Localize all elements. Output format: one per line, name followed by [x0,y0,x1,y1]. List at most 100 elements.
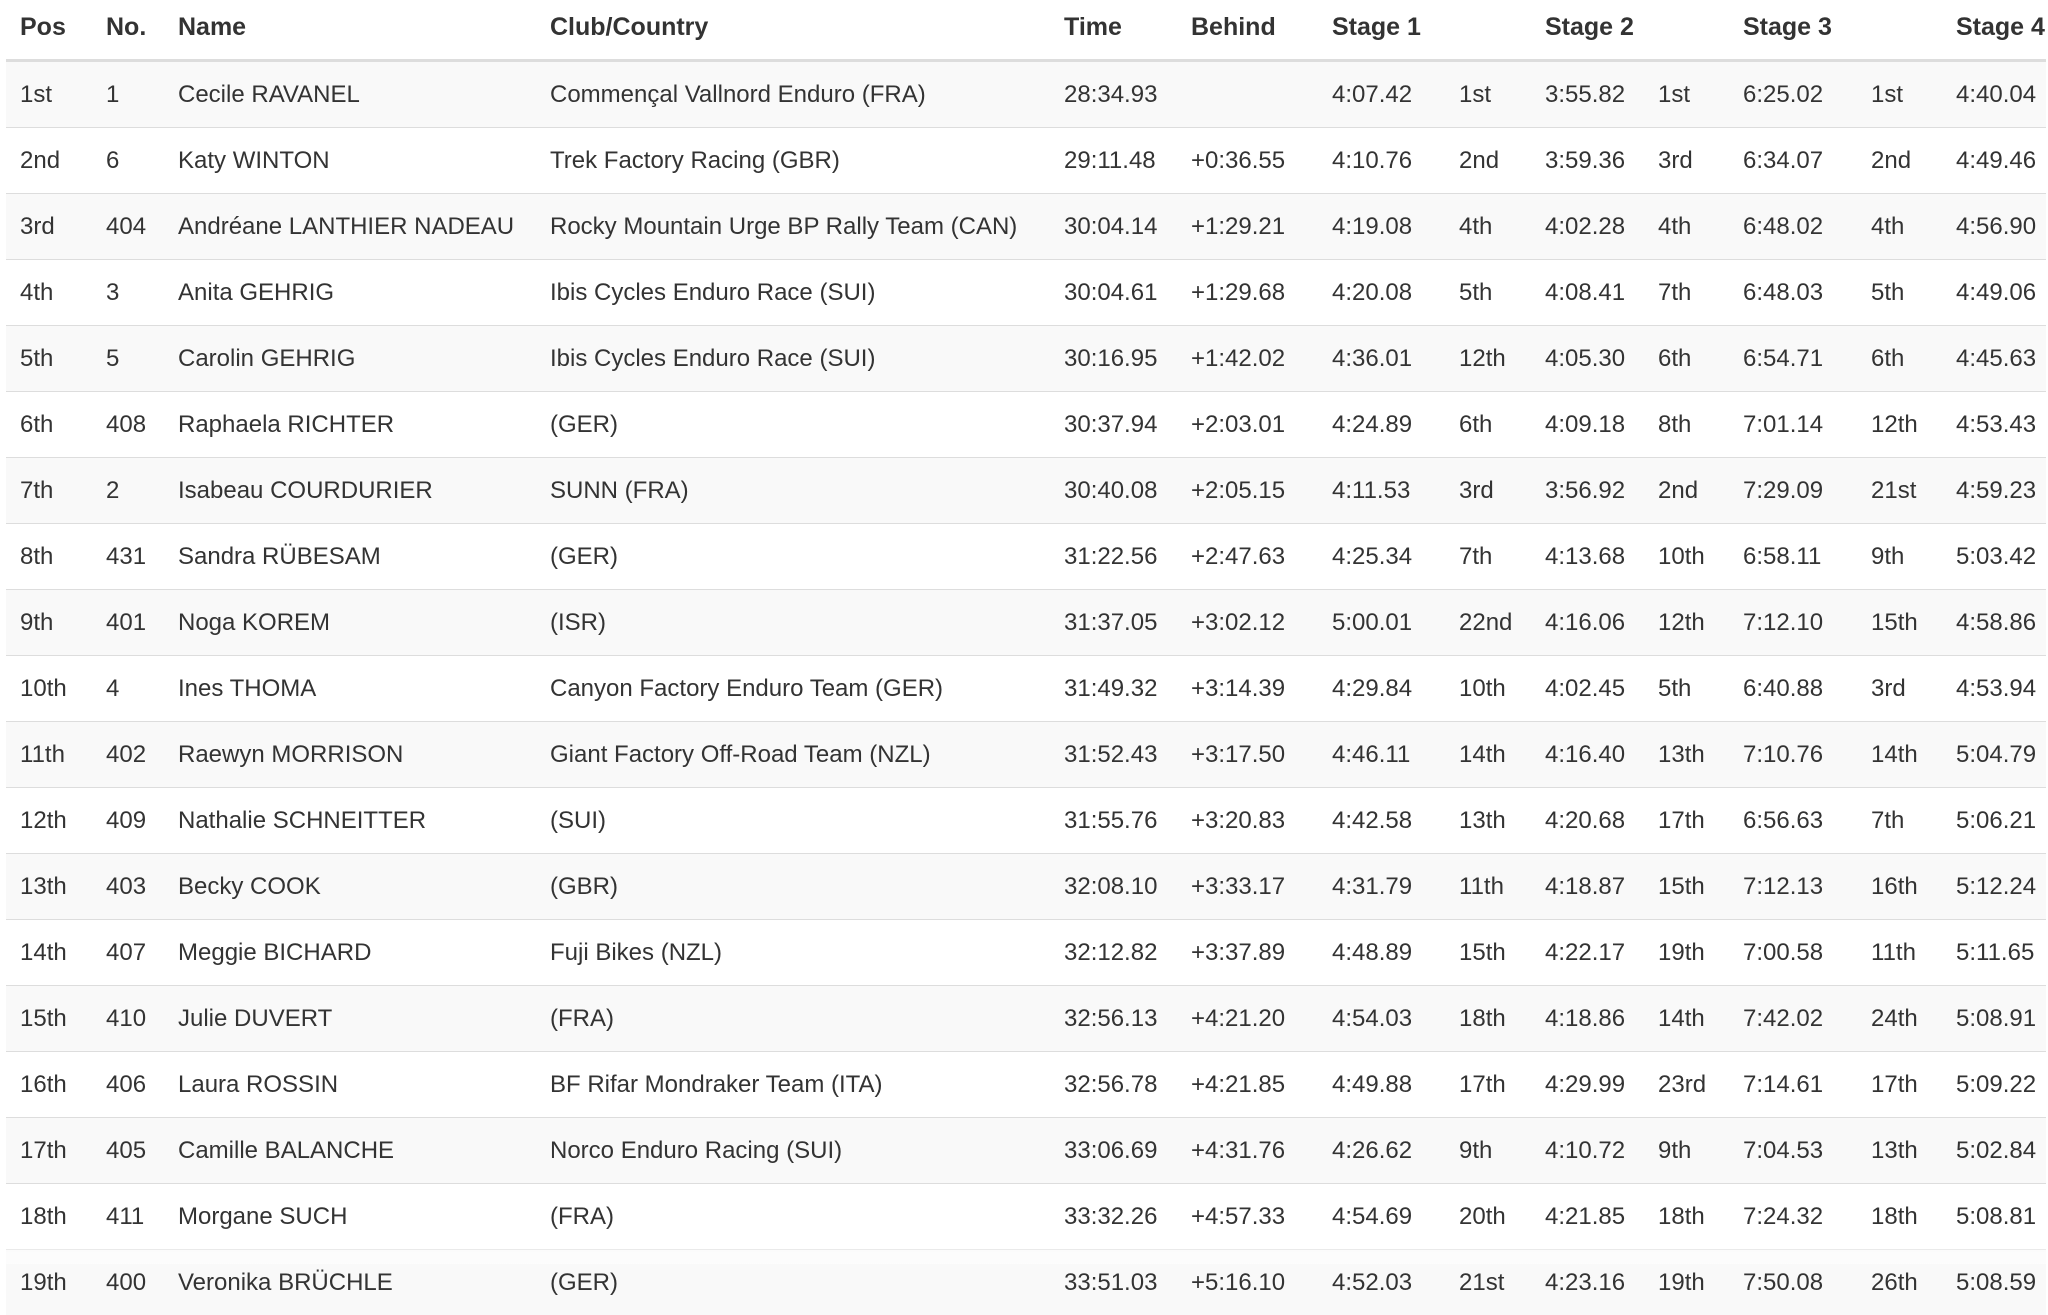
cell-stage-1-rank: 6th [1459,392,1545,458]
cell-time: 30:37.94 [1064,392,1191,458]
cell-stage-2-rank: 19th [1658,1250,1743,1315]
cell-stage-2-time: 4:21.85 [1545,1184,1658,1250]
cell-stage-2-rank: 18th [1658,1184,1743,1250]
cell-stage-2-time: 4:22.17 [1545,920,1658,986]
cell-club-country: (GER) [550,524,1064,590]
header-name[interactable]: Name [178,0,550,61]
cell-club-country: (FRA) [550,986,1064,1052]
cell-stage-1-rank: 1st [1459,61,1545,128]
cell-stage-3-rank: 26th [1871,1250,1956,1315]
header-stage-1-time[interactable]: Stage 1 [1332,0,1459,61]
cell-stage-1-time: 4:20.08 [1332,260,1459,326]
cell-club-country: (FRA) [550,1184,1064,1250]
cell-behind: +4:57.33 [1191,1184,1332,1250]
cell-pos: 8th [6,524,106,590]
cell-stage-3-rank: 14th [1871,722,1956,788]
cell-stage-1-time: 4:10.76 [1332,128,1459,194]
cell-time: 29:11.48 [1064,128,1191,194]
cell-time: 32:12.82 [1064,920,1191,986]
cell-stage-3-time: 6:25.02 [1743,61,1871,128]
header-stage-1-rank[interactable] [1459,0,1545,61]
cell-pos: 14th [6,920,106,986]
header-club-country[interactable]: Club/Country [550,0,1064,61]
cell-stage-3-time: 6:54.71 [1743,326,1871,392]
cell-time: 31:49.32 [1064,656,1191,722]
cell-stage-1-rank: 4th [1459,194,1545,260]
cell-stage-1-time: 4:52.03 [1332,1250,1459,1315]
cell-name: Nathalie SCHNEITTER [178,788,550,854]
cell-stage-2-time: 4:08.41 [1545,260,1658,326]
cell-stage-2-rank: 23rd [1658,1052,1743,1118]
cell-stage-2-time: 4:09.18 [1545,392,1658,458]
cell-stage-2-rank: 19th [1658,920,1743,986]
cell-stage-1-time: 4:31.79 [1332,854,1459,920]
cell-pos: 19th [6,1250,106,1315]
header-pos[interactable]: Pos [6,0,106,61]
cell-name: Sandra RÜBESAM [178,524,550,590]
cell-stage-1-time: 4:25.34 [1332,524,1459,590]
cell-name: Julie DUVERT [178,986,550,1052]
cell-stage-2-rank: 17th [1658,788,1743,854]
cell-stage-2-rank: 4th [1658,194,1743,260]
cell-stage-4-time: 4:53.94 [1956,656,2046,722]
cell-stage-2-time: 4:05.30 [1545,326,1658,392]
header-stage-2-rank[interactable] [1658,0,1743,61]
cell-behind: +2:47.63 [1191,524,1332,590]
header-number[interactable]: No. [106,0,178,61]
cell-stage-3-time: 6:48.03 [1743,260,1871,326]
cell-stage-2-time: 4:16.40 [1545,722,1658,788]
cell-stage-4-time: 5:08.81 [1956,1184,2046,1250]
header-behind[interactable]: Behind [1191,0,1332,61]
cell-club-country: Canyon Factory Enduro Team (GER) [550,656,1064,722]
cell-stage-4-time: 5:08.59 [1956,1250,2046,1315]
cell-behind: +2:05.15 [1191,458,1332,524]
cell-club-country: SUNN (FRA) [550,458,1064,524]
cell-name: Carolin GEHRIG [178,326,550,392]
cell-stage-1-time: 4:48.89 [1332,920,1459,986]
cell-stage-2-rank: 1st [1658,61,1743,128]
cell-stage-3-rank: 17th [1871,1052,1956,1118]
cell-name: Noga KOREM [178,590,550,656]
cell-stage-3-rank: 21st [1871,458,1956,524]
cell-stage-2-rank: 8th [1658,392,1743,458]
cell-pos: 5th [6,326,106,392]
cell-number: 6 [106,128,178,194]
cell-behind: +3:02.12 [1191,590,1332,656]
cell-stage-2-time: 3:56.92 [1545,458,1658,524]
header-stage-4-time[interactable]: Stage 4 [1956,0,2046,61]
cell-stage-3-time: 6:40.88 [1743,656,1871,722]
cell-stage-4-time: 5:08.91 [1956,986,2046,1052]
cell-pos: 2nd [6,128,106,194]
cell-name: Ines THOMA [178,656,550,722]
cell-time: 33:06.69 [1064,1118,1191,1184]
cell-stage-3-time: 7:42.02 [1743,986,1871,1052]
cell-stage-1-rank: 11th [1459,854,1545,920]
cell-stage-2-time: 3:59.36 [1545,128,1658,194]
cell-stage-1-rank: 22nd [1459,590,1545,656]
cell-stage-4-time: 4:53.43 [1956,392,2046,458]
cell-stage-3-time: 6:58.11 [1743,524,1871,590]
cell-behind: +3:20.83 [1191,788,1332,854]
cell-stage-2-time: 4:23.16 [1545,1250,1658,1315]
cell-stage-1-time: 4:11.53 [1332,458,1459,524]
cell-stage-4-time: 5:11.65 [1956,920,2046,986]
header-stage-3-rank[interactable] [1871,0,1956,61]
cell-pos: 4th [6,260,106,326]
cell-stage-3-rank: 18th [1871,1184,1956,1250]
cell-name: Veronika BRÜCHLE [178,1250,550,1315]
header-stage-2-time[interactable]: Stage 2 [1545,0,1658,61]
header-stage-3-time[interactable]: Stage 3 [1743,0,1871,61]
cell-stage-2-time: 4:02.28 [1545,194,1658,260]
cell-time: 30:04.14 [1064,194,1191,260]
cell-stage-3-rank: 2nd [1871,128,1956,194]
cell-behind: +4:31.76 [1191,1118,1332,1184]
cell-name: Camille BALANCHE [178,1118,550,1184]
cell-stage-2-rank: 14th [1658,986,1743,1052]
header-time[interactable]: Time [1064,0,1191,61]
cell-stage-4-time: 4:58.86 [1956,590,2046,656]
